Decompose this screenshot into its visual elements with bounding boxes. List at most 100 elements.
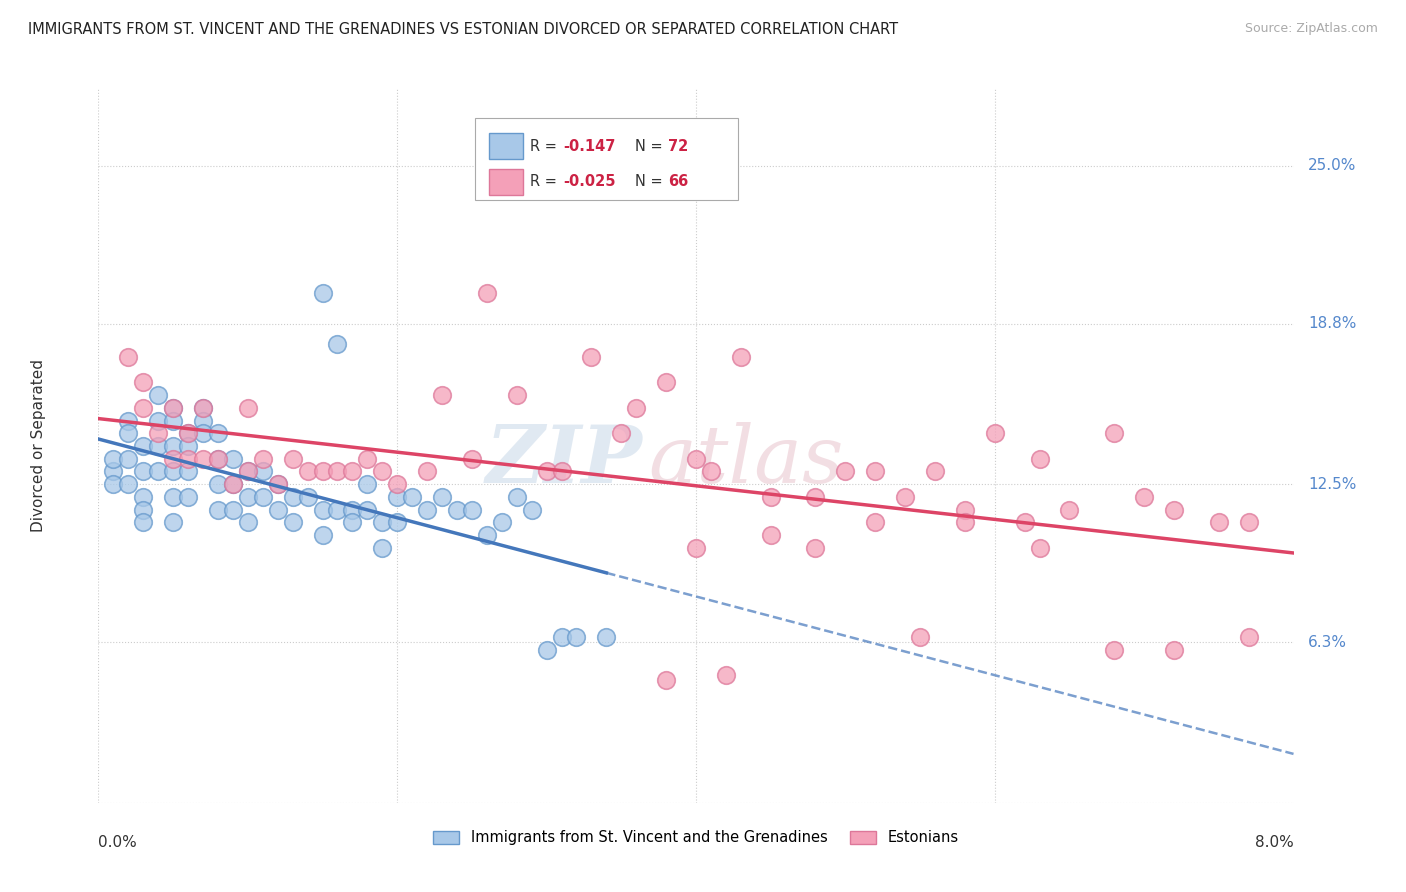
Point (148, 439, 170, 453)
Point (655, 673, 678, 688)
FancyBboxPatch shape (489, 134, 523, 159)
Point (461, 502, 484, 516)
Point (326, 465, 349, 479)
Point (865, 465, 887, 479)
Point (1163, 643, 1185, 657)
Text: IMMIGRANTS FROM ST. VINCENT AND THE GRENADINES VS ESTONIAN DIVORCED OR SEPARATED: IMMIGRANTS FROM ST. VINCENT AND THE GREN… (28, 22, 898, 37)
Point (252, 465, 274, 479)
Point (610, 426, 633, 441)
Point (207, 426, 229, 441)
Point (252, 490, 274, 504)
Point (1237, 516, 1260, 530)
Point (177, 465, 200, 479)
Point (267, 502, 290, 516)
Point (1163, 502, 1185, 516)
Point (207, 502, 229, 516)
Point (1028, 541, 1050, 555)
Point (953, 502, 976, 516)
Point (177, 451, 200, 466)
Point (385, 516, 409, 530)
Point (207, 477, 229, 491)
Point (908, 630, 931, 644)
Point (342, 465, 364, 479)
Point (475, 286, 498, 301)
Text: 12.5%: 12.5% (1308, 476, 1357, 491)
Point (103, 477, 125, 491)
Point (1059, 502, 1081, 516)
Point (311, 502, 333, 516)
Text: 6.3%: 6.3% (1308, 635, 1347, 649)
Point (162, 465, 184, 479)
Point (162, 401, 184, 415)
Point (1028, 451, 1050, 466)
Point (148, 426, 170, 441)
Point (371, 465, 394, 479)
Point (297, 490, 319, 504)
Point (117, 350, 139, 364)
Point (132, 401, 155, 415)
Point (626, 401, 648, 415)
Point (326, 337, 349, 351)
Point (148, 388, 170, 402)
Point (207, 451, 229, 466)
Text: 8.0%: 8.0% (1254, 835, 1294, 850)
Point (401, 490, 423, 504)
Text: R =: R = (530, 139, 561, 153)
Point (595, 630, 617, 644)
Point (281, 516, 304, 530)
Point (804, 541, 827, 555)
Point (281, 490, 304, 504)
Point (132, 502, 155, 516)
Point (132, 439, 155, 453)
Point (430, 490, 453, 504)
Legend: Immigrants from St. Vincent and the Grenadines, Estonians: Immigrants from St. Vincent and the Gren… (426, 823, 966, 853)
Point (700, 465, 723, 479)
Point (236, 465, 259, 479)
Point (236, 465, 259, 479)
FancyBboxPatch shape (475, 118, 738, 200)
Point (894, 490, 917, 504)
Point (162, 516, 184, 530)
Point (162, 413, 184, 427)
Point (356, 477, 378, 491)
Point (550, 465, 572, 479)
Point (222, 477, 245, 491)
Point (222, 502, 245, 516)
Point (311, 465, 333, 479)
Point (416, 502, 439, 516)
Point (191, 451, 214, 466)
Text: Source: ZipAtlas.com: Source: ZipAtlas.com (1244, 22, 1378, 36)
Point (103, 465, 125, 479)
Point (536, 643, 558, 657)
Point (311, 286, 333, 301)
Text: -0.025: -0.025 (564, 175, 616, 189)
Point (536, 465, 558, 479)
Point (117, 451, 139, 466)
Point (117, 477, 139, 491)
Point (1104, 643, 1126, 657)
Point (506, 388, 529, 402)
Text: 18.8%: 18.8% (1308, 316, 1357, 331)
Point (132, 465, 155, 479)
Point (953, 516, 976, 530)
Point (191, 401, 214, 415)
Point (714, 668, 737, 682)
Point (1014, 516, 1036, 530)
Point (267, 477, 290, 491)
Point (506, 490, 529, 504)
FancyBboxPatch shape (489, 169, 523, 194)
Point (1133, 490, 1156, 504)
Point (207, 451, 229, 466)
Point (759, 528, 782, 542)
Text: 25.0%: 25.0% (1308, 158, 1357, 173)
Point (236, 401, 259, 415)
Text: 72: 72 (668, 139, 689, 153)
Point (356, 451, 378, 466)
Point (297, 465, 319, 479)
Point (222, 477, 245, 491)
Point (865, 516, 887, 530)
Text: N =: N = (636, 139, 668, 153)
Point (267, 477, 290, 491)
Point (236, 516, 259, 530)
Point (1237, 630, 1260, 644)
